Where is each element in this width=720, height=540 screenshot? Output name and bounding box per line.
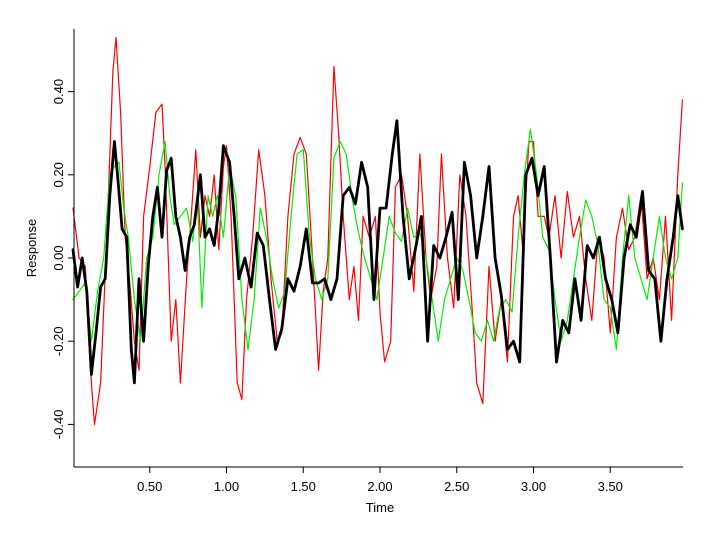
x-axis-ticks: 0.50 1.00 1.50 2.00 2.50 3.00 3.50 [137,467,623,494]
y-axis-label: Response [24,219,39,278]
y-axis-ticks: -0.40 -0.20 0.00 0.20 0.40 [51,79,74,439]
x-tick-label: 0.50 [137,479,162,494]
x-tick-label: 2.00 [367,479,392,494]
series-red-line [72,36,684,425]
x-tick-label: 2.50 [444,479,469,494]
x-axis-label: Time [366,500,394,515]
x-tick-label: 3.50 [598,479,623,494]
y-tick-label: -0.20 [51,326,66,356]
plot-lines [71,36,684,425]
x-tick-label: 1.50 [291,479,316,494]
series-black-line [71,119,684,385]
y-tick-label: -0.40 [51,410,66,440]
y-tick-label: 0.40 [51,79,66,104]
series-green-line [72,128,684,351]
y-tick-label: 0.00 [51,245,66,270]
x-tick-label: 1.00 [214,479,239,494]
y-tick-label: 0.20 [51,162,66,187]
x-tick-label: 3.00 [521,479,546,494]
